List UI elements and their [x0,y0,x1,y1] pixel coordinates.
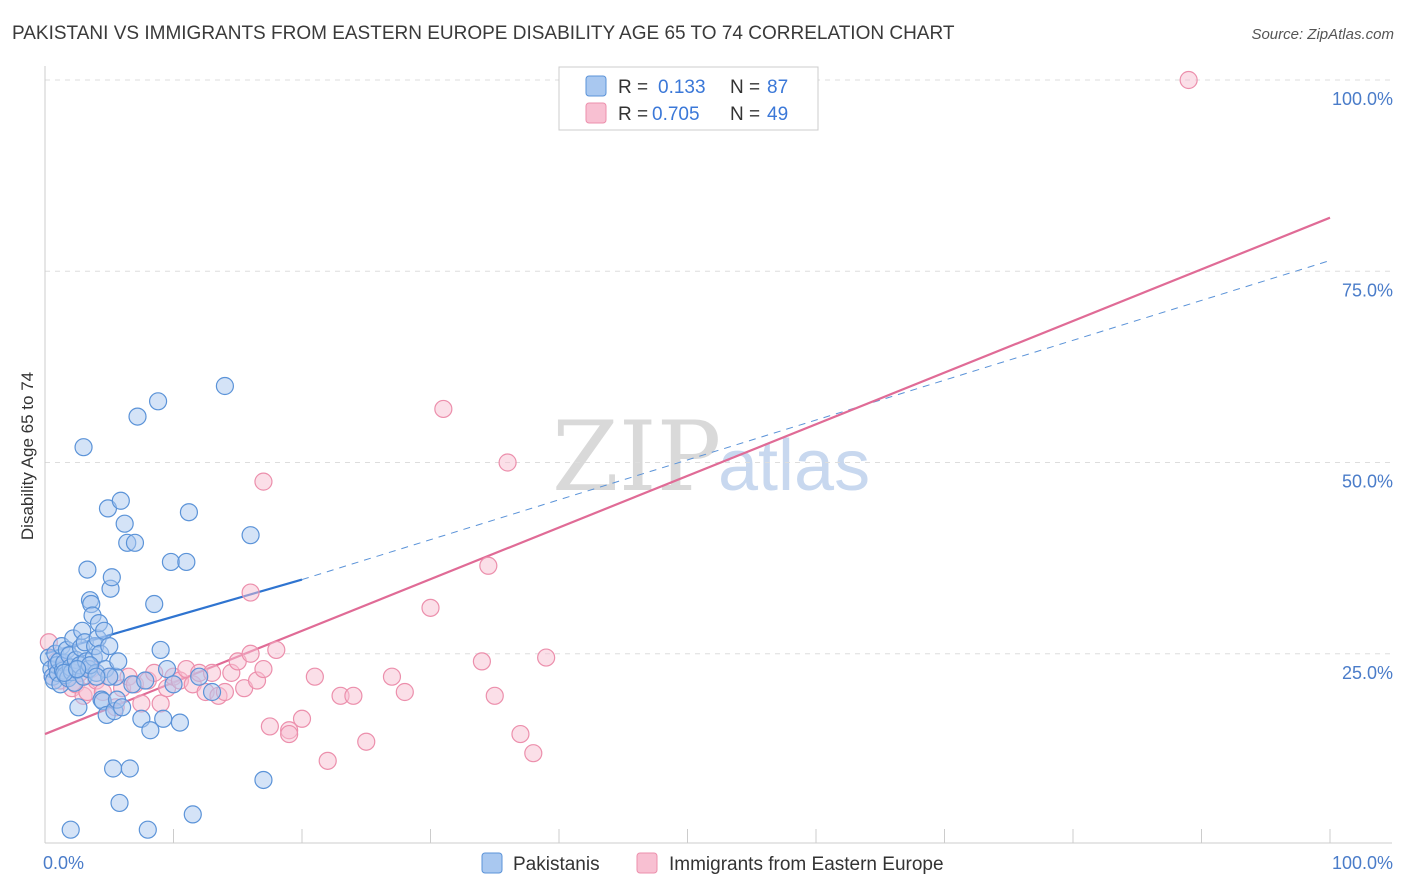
watermark: ZIP atlas [552,401,870,513]
data-point-pakistanis [78,560,97,579]
data-point-eastern-europe [485,686,504,705]
watermark-zip: ZIP [552,401,721,513]
data-point-pakistanis [141,721,160,740]
data-point-eastern-europe [434,399,453,419]
data-point-pakistanis [202,682,222,702]
x-tick-label-max: 100.0% [1332,853,1393,873]
data-point-pakistanis [148,392,168,411]
data-point-eastern-europe [357,732,376,751]
legend-n-value-2: 49 [767,104,788,125]
data-point-eastern-europe [241,583,260,602]
data-point-pakistanis [215,376,234,396]
y-tick-label: 25.0% [1342,663,1393,683]
data-point-eastern-europe [151,694,170,713]
y-tick-label: 75.0% [1342,280,1393,300]
legend-r-value-2: 0.705 [652,104,700,125]
watermark-atlas: atlas [718,426,870,506]
data-point-pakistanis [177,552,196,572]
data-point-eastern-europe [267,640,286,660]
data-point-eastern-europe [421,598,440,617]
data-point-eastern-europe [537,648,556,667]
data-point-eastern-europe [395,682,414,702]
data-point-pakistanis [74,438,93,457]
data-point-pakistanis [112,698,132,717]
bottom-legend-swatch-pakistanis [481,852,503,874]
legend-n-label-1: N = [730,77,760,98]
data-point-pakistanis [151,640,170,660]
bottom-legend: Pakistanis Immigrants from Eastern Europ… [481,852,944,875]
legend-swatch-pink [585,102,607,124]
data-point-eastern-europe [479,556,498,575]
data-point-pakistanis [170,713,190,732]
data-point-pakistanis [128,407,147,426]
data-point-pakistanis [154,709,173,728]
chart-source: Source: ZipAtlas.com [1251,26,1394,43]
data-point-eastern-europe [280,724,299,744]
data-point-eastern-europe [260,717,279,736]
y-tick-label: 100.0% [1332,89,1393,109]
data-point-eastern-europe [382,667,402,686]
data-point-pakistanis [87,667,106,686]
data-point-eastern-europe [472,652,491,671]
legend-n-label-2: N = [730,104,760,125]
trend-line-eastern-europe [44,216,1331,736]
top-legend: R = 0.133 N = 87 R = 0.705 N = 49 [558,66,819,131]
data-point-pakistanis [110,793,129,813]
axes: 0.0% 100.0% [43,66,1393,873]
data-point-pakistanis [95,621,114,640]
data-point-eastern-europe [305,667,324,686]
data-point-eastern-europe [254,472,273,491]
data-point-eastern-europe [524,744,543,763]
data-point-eastern-europe [498,453,517,472]
data-point-pakistanis [183,805,202,824]
data-point-pakistanis [68,659,87,679]
data-point-pakistanis [161,552,181,572]
chart-title: PAKISTANI VS IMMIGRANTS FROM EASTERN EUR… [12,23,955,44]
data-point-eastern-europe [254,659,273,679]
data-point-pakistanis [179,503,199,522]
data-point-pakistanis [111,491,130,510]
bottom-legend-swatch-eastern-europe [636,852,658,874]
data-point-eastern-europe [511,724,530,744]
data-point-pakistanis [138,820,157,839]
bottom-legend-label-eastern-europe: Immigrants from Eastern Europe [669,854,944,875]
data-point-pakistanis [190,667,209,686]
data-point-pakistanis [120,759,139,778]
y-axis-label: Disability Age 65 to 74 [18,372,37,540]
x-tick-label-min: 0.0% [43,853,84,873]
data-point-pakistanis [109,652,128,671]
data-point-pakistanis [104,759,123,778]
data-point-pakistanis [157,659,177,679]
data-point-eastern-europe [241,644,260,663]
data-point-pakistanis [100,636,119,656]
data-point-eastern-europe [1179,70,1198,90]
data-point-pakistanis [145,594,164,614]
data-point-eastern-europe [132,694,151,713]
legend-n-value-1: 87 [767,77,788,98]
trend-line-pakistanis-extension [301,260,1331,581]
data-point-pakistanis [254,770,273,790]
data-point-pakistanis [125,533,145,552]
data-point-eastern-europe [292,709,312,728]
legend-r-label-2: R = [618,104,648,125]
legend-r-value-1: 0.133 [658,77,706,98]
data-point-pakistanis [115,514,134,533]
data-point-pakistanis [136,671,155,690]
data-point-pakistanis [61,820,80,839]
data-point-pakistanis [164,675,183,694]
bottom-legend-label-pakistanis: Pakistanis [513,854,600,875]
y-tick-label: 50.0% [1342,472,1393,492]
data-point-pakistanis [102,568,121,587]
series-pakistanis-points [39,376,273,839]
data-point-eastern-europe [318,751,337,770]
legend-r-label-1: R = [618,77,648,98]
data-point-pakistanis [241,526,260,545]
data-point-pakistanis [69,698,88,717]
legend-swatch-blue [585,75,607,97]
data-point-eastern-europe [344,686,363,705]
